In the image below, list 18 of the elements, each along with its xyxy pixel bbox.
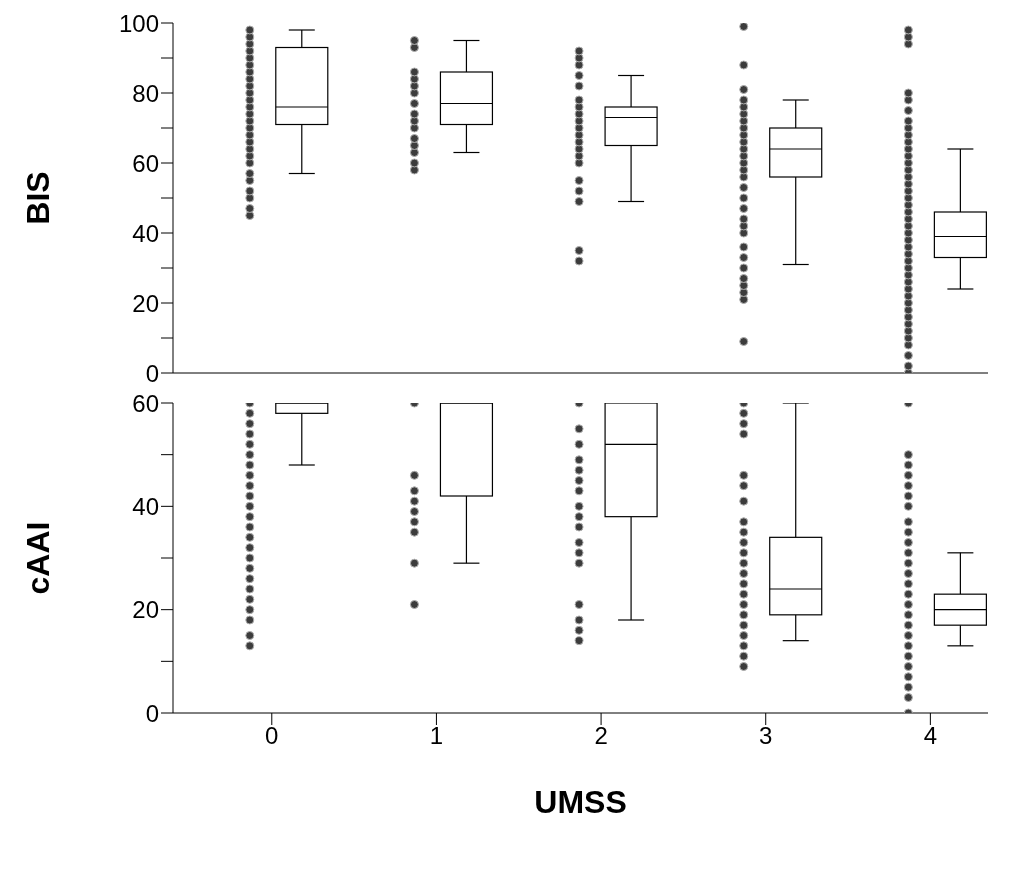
y-tick-label: 20 xyxy=(132,596,159,624)
y-tick-label: 20 xyxy=(132,289,159,317)
y-tick-label: 0 xyxy=(145,699,159,727)
x-tick-label: 1 xyxy=(429,722,444,750)
y-tick-label: 60 xyxy=(132,149,159,177)
x-tick-label: 3 xyxy=(759,722,773,750)
y-tick-label: 40 xyxy=(132,492,159,520)
x-tick-label: 2 xyxy=(594,722,608,750)
y-axis-title: cAAI xyxy=(20,521,57,595)
y-tick-label: 100 xyxy=(118,9,159,37)
x-axis-title: UMSS xyxy=(534,784,627,820)
x-tick-label: 0 xyxy=(265,722,279,750)
x-tick-label: 4 xyxy=(923,722,938,750)
y-axis-title: BIS xyxy=(20,171,57,225)
y-tick-label: 60 xyxy=(132,389,159,417)
y-tick-label: 80 xyxy=(132,79,159,107)
y-tick-label: 40 xyxy=(132,219,159,247)
y-tick-label: 0 xyxy=(145,359,159,387)
